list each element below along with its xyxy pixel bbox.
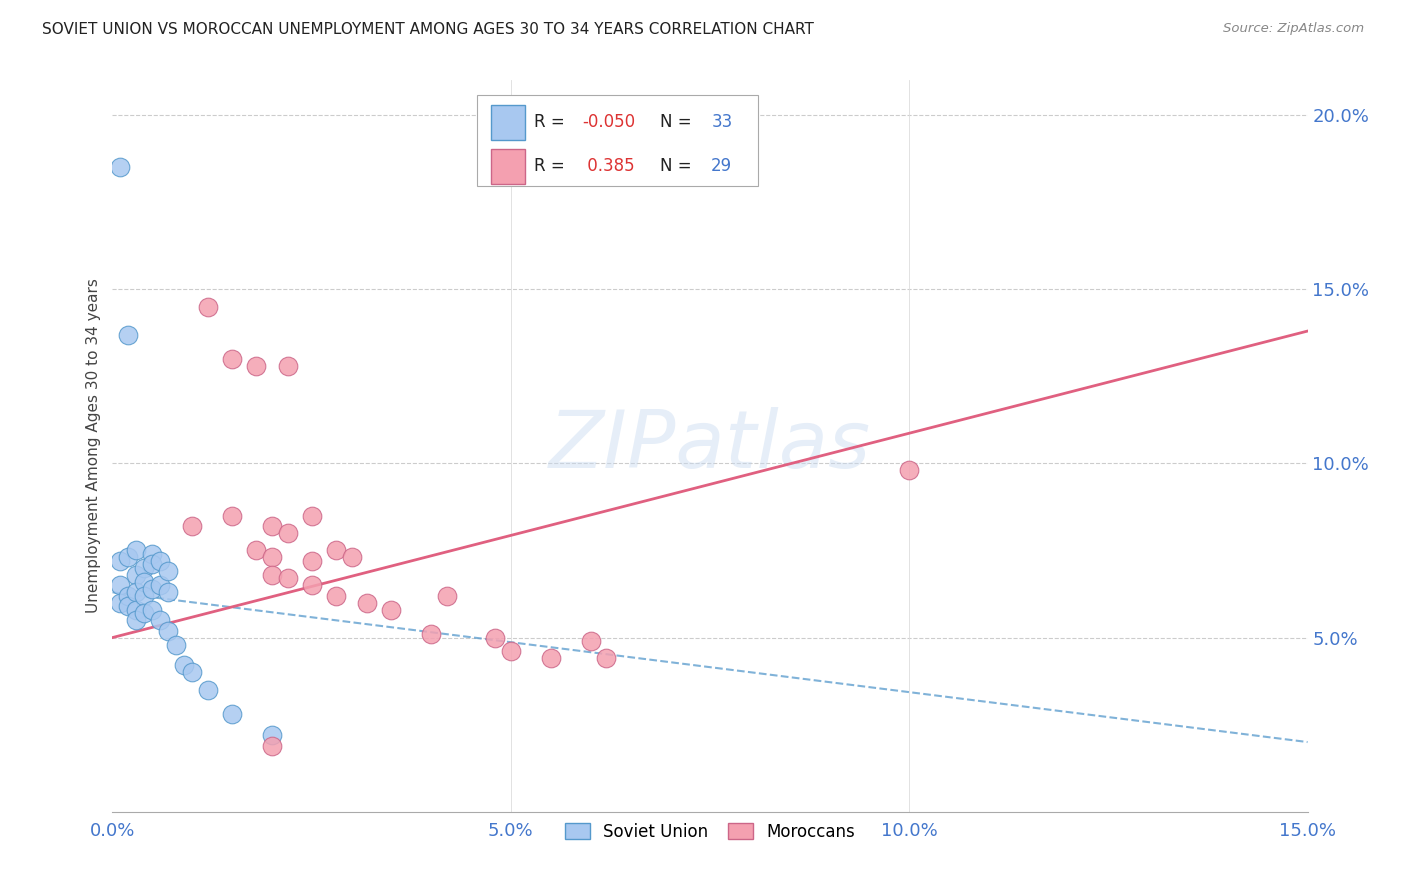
- Point: [117, 599, 139, 614]
- FancyBboxPatch shape: [491, 149, 524, 184]
- Text: 0.385: 0.385: [582, 157, 634, 175]
- Point: [540, 651, 562, 665]
- Point: [141, 603, 163, 617]
- Point: [141, 582, 163, 596]
- FancyBboxPatch shape: [477, 95, 758, 186]
- Point: [149, 578, 172, 592]
- Point: [277, 359, 299, 373]
- Legend: Soviet Union, Moroccans: Soviet Union, Moroccans: [558, 816, 862, 847]
- Text: R =: R =: [534, 113, 571, 131]
- Point: [134, 606, 156, 620]
- Point: [134, 589, 156, 603]
- Point: [125, 603, 148, 617]
- Point: [125, 543, 148, 558]
- Y-axis label: Unemployment Among Ages 30 to 34 years: Unemployment Among Ages 30 to 34 years: [86, 278, 101, 614]
- Point: [125, 613, 148, 627]
- Point: [134, 561, 156, 575]
- Point: [197, 682, 219, 697]
- Point: [325, 589, 347, 603]
- Point: [277, 571, 299, 585]
- Text: SOVIET UNION VS MOROCCAN UNEMPLOYMENT AMONG AGES 30 TO 34 YEARS CORRELATION CHAR: SOVIET UNION VS MOROCCAN UNEMPLOYMENT AM…: [42, 22, 814, 37]
- Point: [141, 558, 163, 572]
- Point: [579, 634, 602, 648]
- Text: ZIPatlas: ZIPatlas: [548, 407, 872, 485]
- Point: [181, 519, 204, 533]
- Point: [110, 554, 132, 568]
- Point: [277, 526, 299, 541]
- Point: [221, 351, 243, 366]
- Point: [380, 603, 402, 617]
- Point: [117, 589, 139, 603]
- Point: [134, 574, 156, 589]
- Point: [260, 739, 283, 753]
- Point: [157, 585, 180, 599]
- Point: [260, 519, 283, 533]
- Text: 29: 29: [711, 157, 733, 175]
- Point: [484, 631, 506, 645]
- FancyBboxPatch shape: [491, 104, 524, 140]
- Point: [245, 359, 267, 373]
- Point: [117, 327, 139, 342]
- Point: [260, 567, 283, 582]
- Point: [165, 638, 187, 652]
- Point: [221, 508, 243, 523]
- Point: [260, 728, 283, 742]
- Point: [125, 567, 148, 582]
- Text: 33: 33: [711, 113, 733, 131]
- Point: [260, 550, 283, 565]
- Point: [110, 161, 132, 175]
- Point: [245, 543, 267, 558]
- Point: [301, 578, 323, 592]
- Text: Source: ZipAtlas.com: Source: ZipAtlas.com: [1223, 22, 1364, 36]
- Point: [221, 707, 243, 722]
- Point: [340, 550, 363, 565]
- Point: [141, 547, 163, 561]
- Point: [110, 578, 132, 592]
- Point: [499, 644, 522, 658]
- Point: [110, 596, 132, 610]
- Point: [157, 565, 180, 579]
- Text: N =: N =: [659, 113, 697, 131]
- Point: [157, 624, 180, 638]
- Point: [149, 613, 172, 627]
- Point: [117, 550, 139, 565]
- Text: R =: R =: [534, 157, 571, 175]
- Point: [149, 554, 172, 568]
- Text: -0.050: -0.050: [582, 113, 636, 131]
- Point: [436, 589, 458, 603]
- Point: [595, 651, 617, 665]
- Point: [181, 665, 204, 680]
- Point: [325, 543, 347, 558]
- Point: [898, 463, 921, 477]
- Point: [356, 596, 378, 610]
- Point: [301, 508, 323, 523]
- Text: N =: N =: [659, 157, 697, 175]
- Point: [420, 627, 443, 641]
- Point: [197, 300, 219, 314]
- Point: [173, 658, 195, 673]
- Point: [125, 585, 148, 599]
- Point: [301, 554, 323, 568]
